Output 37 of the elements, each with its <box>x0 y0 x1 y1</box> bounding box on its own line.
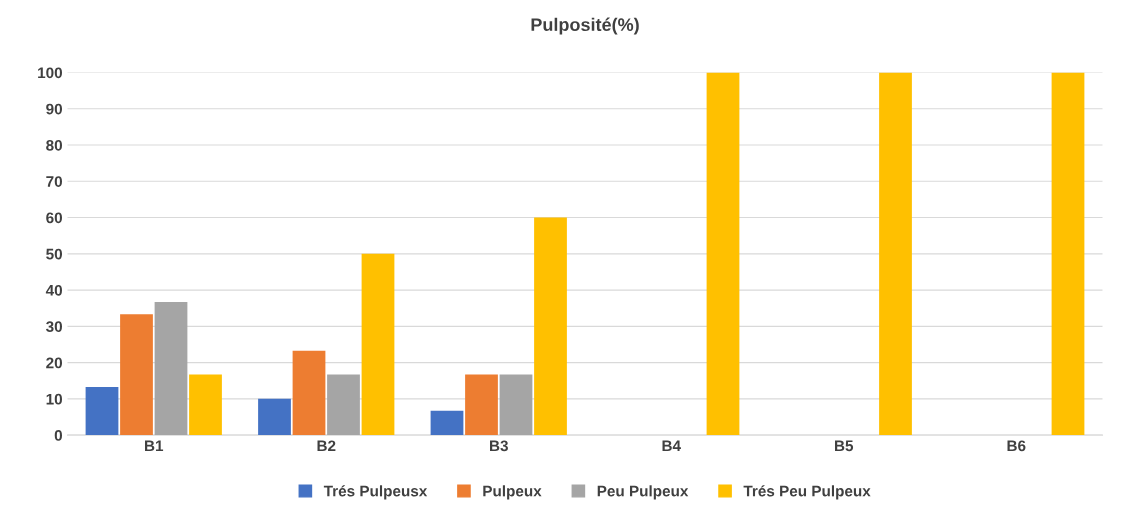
y-tick-label: 50 <box>46 248 63 260</box>
x-tick-label: B3 <box>490 440 508 452</box>
x-tick-label: B5 <box>835 440 854 452</box>
y-tick-label: 80 <box>46 139 63 151</box>
y-tick-label: 40 <box>45 284 63 296</box>
y-tick-label: 70 <box>46 176 63 187</box>
bar <box>499 374 533 436</box>
bar <box>292 350 326 436</box>
x-tick-label: B4 <box>662 440 681 452</box>
y-tick-label: 60 <box>46 212 63 224</box>
y-tick-label: 20 <box>46 357 63 369</box>
y-tick-label: 100 <box>38 67 63 79</box>
bar <box>120 314 153 436</box>
bar <box>706 72 740 436</box>
chart-title: Pulposité(%) <box>531 17 639 35</box>
bar <box>879 72 912 436</box>
bar <box>534 217 567 436</box>
x-tick-label: B6 <box>1007 440 1026 452</box>
bar <box>361 253 395 436</box>
x-tick-label: B1 <box>145 440 164 452</box>
bar <box>327 374 360 436</box>
y-tick-label: 10 <box>46 393 63 405</box>
y-tick-label: 90 <box>46 103 63 115</box>
legend-label: Pulpeux <box>483 485 542 500</box>
bar <box>465 374 498 436</box>
bar <box>85 386 119 436</box>
bar <box>430 410 464 436</box>
legend-label: Peu Pulpeux <box>597 485 689 500</box>
y-tick-label: 30 <box>46 321 63 333</box>
bar <box>154 302 188 436</box>
legend-label: Trés Peu Pulpeux <box>743 485 871 500</box>
bar <box>258 398 291 436</box>
y-tick-label: 0 <box>54 429 63 441</box>
bar <box>1051 72 1085 436</box>
legend-label: Trés Pulpeusx <box>323 485 428 500</box>
bar <box>189 374 222 436</box>
x-tick-label: B2 <box>317 440 336 452</box>
